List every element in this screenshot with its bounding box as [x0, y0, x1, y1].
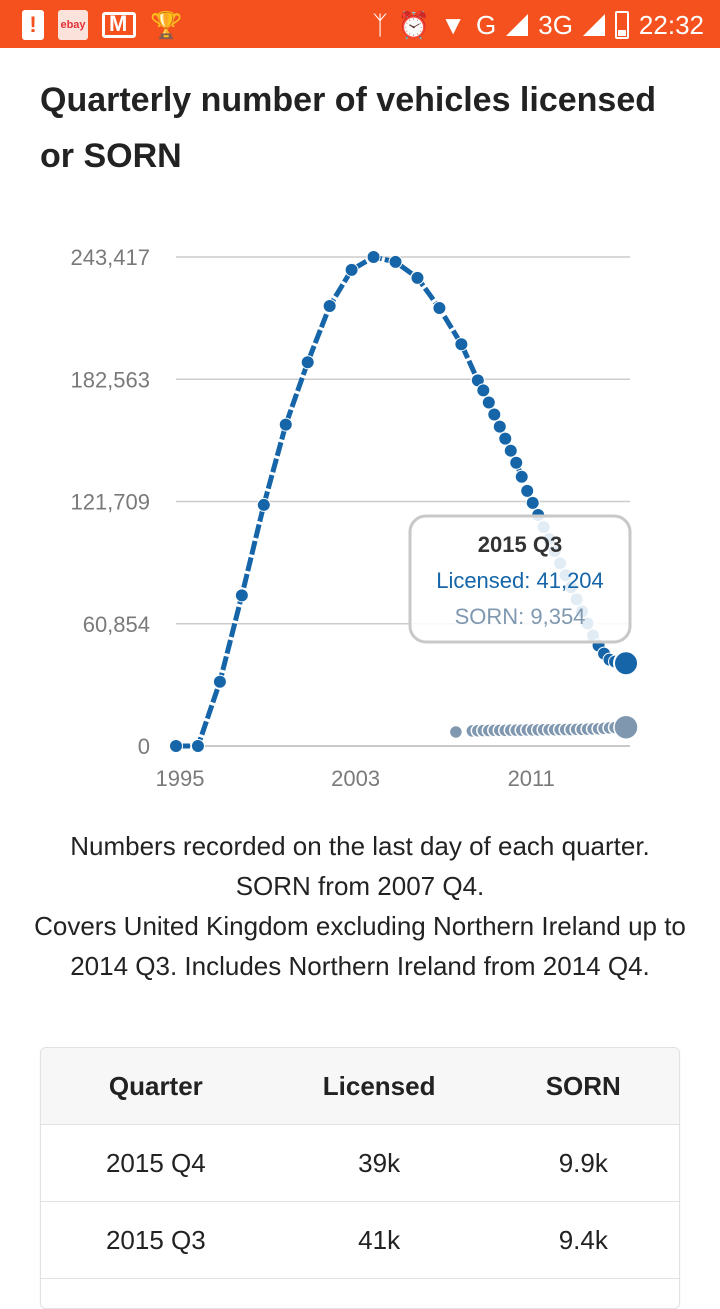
- cell-sorn: 9.9k: [488, 1125, 679, 1202]
- gmail-icon: [102, 12, 136, 38]
- table-row: [41, 1279, 679, 1309]
- licensed-point[interactable]: [504, 444, 517, 457]
- licensed-point[interactable]: [477, 384, 490, 397]
- cell-quarter: 2015 Q3: [41, 1202, 271, 1279]
- sorn-series-points[interactable]: [449, 715, 638, 739]
- header-quarter[interactable]: Quarter: [41, 1048, 271, 1125]
- licensed-point[interactable]: [170, 740, 183, 753]
- ebay-icon: ebay: [58, 10, 88, 40]
- licensed-point[interactable]: [526, 496, 539, 509]
- battery-warning-icon: !: [22, 10, 44, 40]
- header-sorn[interactable]: SORN: [488, 1048, 679, 1125]
- licensed-point[interactable]: [389, 255, 402, 268]
- system-icons: ᛉ ⏰ ▼ G 3G 22:32: [372, 8, 704, 42]
- licensed-point[interactable]: [515, 470, 528, 483]
- cell-sorn: 9.4k: [488, 1202, 679, 1279]
- chart-caption: Numbers recorded on the last day of each…: [30, 826, 690, 986]
- licensed-point[interactable]: [191, 740, 204, 753]
- cell-quarter: 2015 Q4: [41, 1125, 271, 1202]
- licensed-point[interactable]: [213, 675, 226, 688]
- table-row: 2015 Q3 41k 9.4k: [41, 1202, 679, 1279]
- caption-line-2: Covers United Kingdom excluding Northern…: [30, 906, 690, 986]
- licensed-point[interactable]: [411, 271, 424, 284]
- x-tick-label: 1995: [156, 766, 205, 791]
- y-tick-label: 243,417: [70, 245, 150, 270]
- licensed-point[interactable]: [493, 420, 506, 433]
- trophy-icon: 🏆: [150, 10, 182, 40]
- network-g-label: G: [476, 10, 496, 41]
- cell-empty: [271, 1279, 488, 1309]
- y-tick-label: 182,563: [70, 367, 150, 392]
- y-tick-label: 60,854: [83, 612, 150, 637]
- table-row: 2015 Q4 39k 9.9k: [41, 1125, 679, 1202]
- y-axis-ticks: 0 60,854 121,709 182,563 243,417: [70, 245, 150, 759]
- line-chart[interactable]: 0 60,854 121,709 182,563 243,417 1995 2003 201…: [0, 220, 720, 810]
- x-tick-label: 2011: [508, 766, 555, 791]
- wifi-icon: ▼: [440, 10, 466, 40]
- tooltip-title: 2015 Q3: [478, 532, 562, 557]
- network-3g-label: 3G: [538, 10, 573, 41]
- licensed-point[interactable]: [301, 356, 314, 369]
- notification-icons: ! ebay 🏆: [22, 8, 182, 42]
- clock: 22:32: [639, 10, 704, 41]
- cell-licensed: 41k: [271, 1202, 488, 1279]
- licensed-point[interactable]: [367, 251, 380, 264]
- licensed-point[interactable]: [488, 408, 501, 421]
- licensed-point[interactable]: [323, 300, 336, 313]
- alarm-icon: ⏰: [398, 10, 430, 40]
- page-title: Quarterly number of vehicles licensed or…: [40, 72, 680, 184]
- licensed-point[interactable]: [433, 302, 446, 315]
- sorn-point[interactable]: [614, 715, 638, 739]
- status-bar: ! ebay 🏆 ᛉ ⏰ ▼ G 3G 22:32: [0, 0, 720, 48]
- cell-empty: [41, 1279, 271, 1309]
- licensed-point[interactable]: [499, 432, 512, 445]
- tooltip-licensed: Licensed: 41,204: [436, 568, 604, 593]
- signal-icon: [506, 14, 528, 36]
- licensed-point[interactable]: [482, 396, 495, 409]
- licensed-point[interactable]: [235, 589, 248, 602]
- licensed-point[interactable]: [257, 498, 270, 511]
- y-tick-label: 121,709: [70, 490, 150, 515]
- cell-empty: [488, 1279, 679, 1309]
- header-licensed[interactable]: Licensed: [271, 1048, 488, 1125]
- licensed-point[interactable]: [521, 484, 534, 497]
- tooltip-sorn: SORN: 9,354: [455, 604, 586, 629]
- chart-tooltip: 2015 Q3 Licensed: 41,204 SORN: 9,354: [410, 516, 630, 642]
- licensed-point[interactable]: [345, 263, 358, 276]
- y-tick-label: 0: [138, 734, 150, 759]
- bluetooth-icon: ᛉ: [372, 10, 388, 40]
- sorn-point[interactable]: [449, 725, 462, 738]
- data-table: Quarter Licensed SORN 2015 Q4 39k 9.9k 2…: [40, 1047, 680, 1309]
- licensed-point[interactable]: [510, 456, 523, 469]
- licensed-point[interactable]: [455, 338, 468, 351]
- cell-licensed: 39k: [271, 1125, 488, 1202]
- x-tick-label: 2003: [331, 766, 380, 791]
- battery-icon: [615, 11, 629, 39]
- grid-lines: [176, 257, 630, 746]
- licensed-point[interactable]: [614, 651, 638, 675]
- caption-line-1: Numbers recorded on the last day of each…: [30, 826, 690, 906]
- signal-icon-2: [583, 14, 605, 36]
- licensed-point[interactable]: [279, 418, 292, 431]
- table-header-row: Quarter Licensed SORN: [41, 1048, 679, 1125]
- x-axis-ticks: 1995 2003 2011: [156, 766, 555, 791]
